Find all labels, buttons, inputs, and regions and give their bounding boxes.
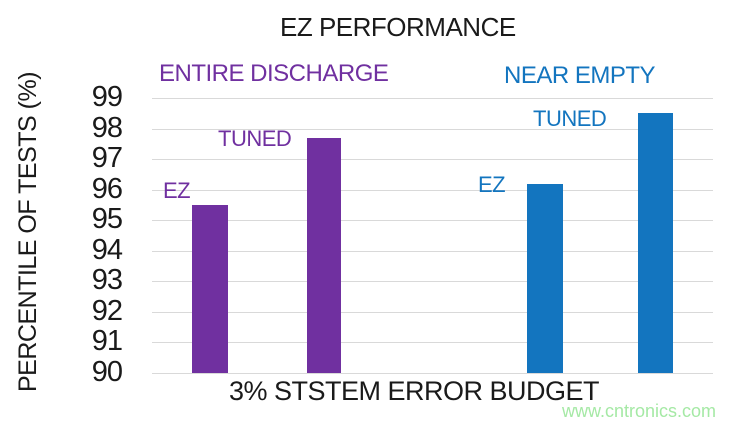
bar-entire-discharge-tuned [307, 137, 341, 373]
y-tick-96: 96 [91, 172, 123, 205]
y-tick-97: 97 [91, 142, 123, 175]
group-label-entire-discharge: ENTIRE DISCHARGE [159, 60, 389, 87]
gridline-95 [152, 220, 713, 222]
y-tick-95: 95 [91, 203, 123, 236]
y-tick-91: 91 [91, 325, 123, 358]
bar-label-near-empty-tuned: TUNED [533, 106, 607, 131]
gridline-98 [152, 128, 713, 130]
group-label-near-empty: NEAR EMPTY [504, 62, 656, 89]
bar-label-entire-discharge-tuned: TUNED [218, 126, 292, 151]
gridline-97 [152, 159, 713, 161]
bar-near-empty-ez [527, 183, 563, 373]
bar-label-near-empty-ez: EZ [478, 172, 506, 197]
y-tick-99: 99 [91, 80, 123, 113]
plot-area [152, 98, 713, 374]
bar-near-empty-tuned [638, 113, 673, 373]
gridline-91 [152, 342, 713, 344]
y-tick-93: 93 [91, 264, 123, 297]
x-axis-label: 3% STSTEM ERROR BUDGET [229, 376, 600, 406]
bar-entire-discharge-ez [192, 204, 228, 373]
chart-title: EZ PERFORMANCE [280, 12, 516, 42]
watermark-text: www.cntronics.com [562, 401, 717, 421]
y-tick-92: 92 [91, 294, 123, 327]
y-tick-94: 94 [91, 233, 123, 266]
gridline-90 [152, 373, 713, 374]
gridline-94 [152, 250, 713, 252]
gridline-92 [152, 311, 713, 313]
gridline-93 [152, 281, 713, 283]
y-tick-90: 90 [91, 355, 123, 388]
gridline-99 [152, 98, 713, 99]
bar-label-entire-discharge-ez: EZ [163, 178, 191, 203]
gridline-96 [152, 189, 713, 191]
y-tick-98: 98 [91, 111, 123, 144]
